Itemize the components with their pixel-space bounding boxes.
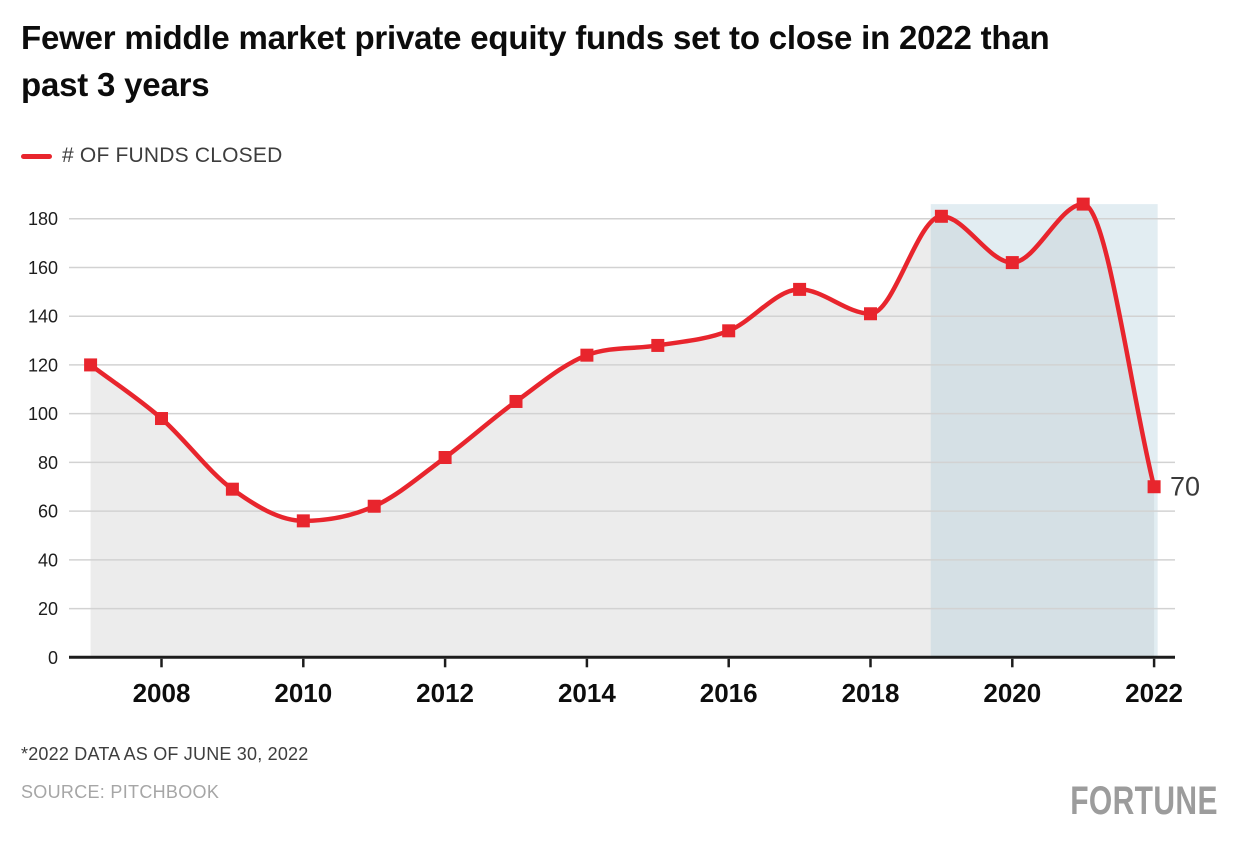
chart-labels: 0 20 40 60 80 100 120 140 160 180 2008 2010 2012 2014… — [28, 209, 1200, 708]
y-tick-label: 60 — [38, 502, 58, 522]
x-tick-label: 2022 — [1125, 678, 1183, 708]
data-point-marker — [722, 324, 736, 338]
x-tick-label: 2016 — [700, 678, 758, 708]
data-point-marker — [793, 282, 807, 296]
data-point-marker — [84, 358, 98, 372]
y-tick-label: 180 — [28, 209, 58, 229]
data-point-marker — [864, 307, 877, 321]
area-fill — [90, 204, 1155, 658]
data-point-marker — [934, 209, 948, 223]
data-point-marker — [509, 394, 523, 408]
y-tick-label: 20 — [38, 599, 58, 619]
x-tick-label: 2008 — [133, 678, 191, 708]
data-point-marker — [1076, 197, 1090, 211]
data-point-marker — [1005, 256, 1019, 270]
legend-line-swatch — [21, 153, 52, 159]
fortune-logo: FORTUNE — [1070, 779, 1218, 823]
legend: # OF FUNDS CLOSED — [21, 144, 282, 168]
data-point-marker — [651, 338, 665, 352]
highlight-region — [930, 204, 1158, 658]
y-tick-label: 140 — [28, 307, 58, 327]
y-tick-label: 0 — [48, 648, 58, 668]
data-point-marker — [296, 514, 310, 528]
y-tick-label: 120 — [28, 355, 58, 375]
data-point-marker — [1147, 480, 1161, 494]
data-point-marker — [367, 499, 381, 513]
chart-title: Fewer middle market private equity funds… — [21, 19, 1050, 103]
chart-fills — [90, 204, 1158, 658]
chart-series — [84, 197, 1161, 528]
data-point-marker — [155, 412, 168, 426]
chart-axis — [69, 655, 1175, 668]
x-tick-label: 2014 — [558, 678, 616, 708]
chart-footnote: *2022 DATA AS OF JUNE 30, 2022 — [21, 744, 309, 764]
x-tick-label: 2020 — [983, 678, 1041, 708]
x-tick-label: 2010 — [274, 678, 332, 708]
x-tick-label: 2012 — [416, 678, 474, 708]
line-chart: 0 20 40 60 80 100 120 140 160 180 2008 2010 2012 2014… — [28, 197, 1200, 708]
y-tick-label: 40 — [38, 550, 58, 570]
data-point-marker — [580, 348, 594, 362]
chart-grid — [69, 217, 1175, 610]
data-point-marker — [225, 482, 239, 496]
x-tick-label: 2018 — [842, 678, 900, 708]
y-tick-label: 160 — [28, 258, 58, 278]
last-value-label: 70 — [1170, 472, 1200, 502]
legend-label: # OF FUNDS CLOSED — [62, 144, 283, 167]
y-tick-label: 80 — [38, 453, 58, 473]
data-point-marker — [438, 451, 452, 465]
y-tick-label: 100 — [28, 404, 58, 424]
chart-source: SOURCE: PITCHBOOK — [21, 782, 220, 802]
